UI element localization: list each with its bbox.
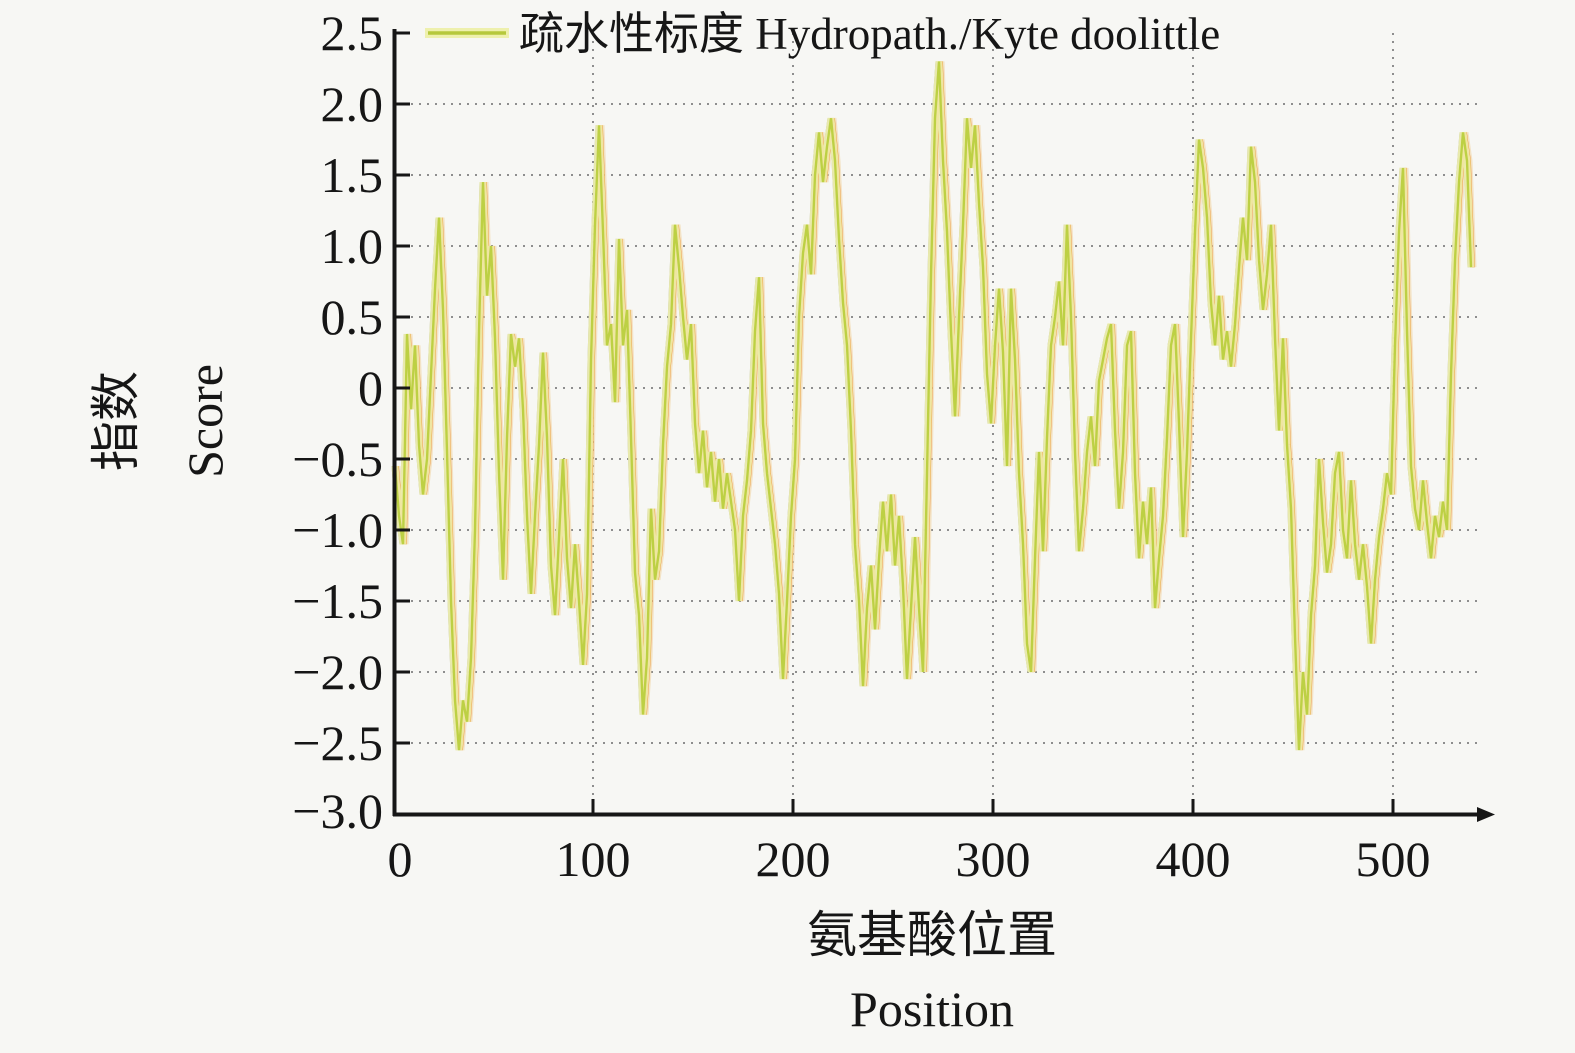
y-tick-label: 1.0	[321, 218, 384, 274]
y-tick-label: 0	[358, 360, 383, 416]
y-tick-label: −2.5	[292, 715, 383, 771]
y-tick-label: −1.0	[292, 502, 383, 558]
x-axis-title-zh: 氨基酸位置	[807, 907, 1057, 963]
series-line-main	[393, 61, 1473, 751]
y-tick-label: 1.5	[321, 147, 384, 203]
y-tick-label: 0.5	[321, 289, 384, 345]
y-tick-label: −1.5	[292, 573, 383, 629]
y-tick-labels: 2.5 2.0 1.5 1.0 0.5 0 −0.5 −1.0 −1.5 −2.…	[292, 5, 383, 839]
y-axis-title-zh: 指数	[88, 371, 144, 471]
y-tick-label: −0.5	[292, 431, 383, 487]
y-tick-label: 2.5	[321, 5, 384, 61]
legend-label: 疏水性标度 Hydropath./Kyte doolittle	[519, 9, 1220, 59]
x-tick-label: 200	[756, 831, 831, 887]
x-axis-title-en: Position	[850, 981, 1014, 1037]
series-layer	[391, 61, 1477, 751]
axes	[392, 29, 1495, 822]
x-tick-label: 0	[388, 831, 413, 887]
x-tick-label: 300	[956, 831, 1031, 887]
x-axis-arrow-icon	[1477, 807, 1495, 822]
x-tick-labels: 0 100 200 300 400 500	[388, 831, 1431, 887]
legend: 疏水性标度 Hydropath./Kyte doolittle	[425, 9, 1220, 59]
y-axis-title-en: Score	[177, 364, 233, 478]
x-tick-label: 400	[1156, 831, 1231, 887]
tick-marks	[395, 31, 1395, 816]
y-tick-label: −2.0	[292, 644, 383, 700]
axis-titles: 氨基酸位置 Position 指数 Score	[88, 364, 1057, 1037]
y-tick-label: 2.0	[321, 76, 384, 132]
gridlines	[395, 33, 1483, 813]
x-tick-label: 500	[1356, 831, 1431, 887]
y-tick-label: −3.0	[292, 783, 383, 839]
x-tick-label: 100	[556, 831, 631, 887]
